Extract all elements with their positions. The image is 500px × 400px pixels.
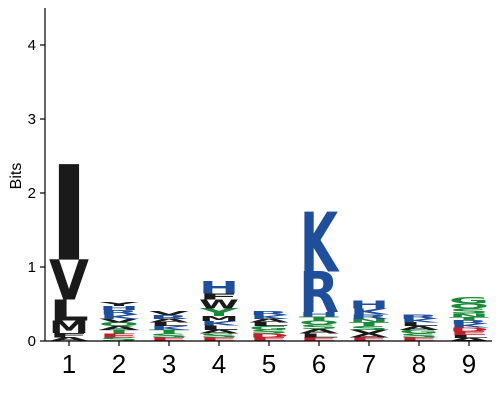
logo-letter-e: E — [299, 336, 339, 342]
logo-letter-q: Q — [99, 321, 139, 327]
logo-letter-r: R — [449, 319, 489, 325]
logo-letter-s: S — [399, 333, 439, 339]
logo-letter-l: L — [399, 322, 439, 328]
logo-letter-e: E — [399, 336, 439, 342]
logo-letter-v: V — [349, 329, 390, 335]
x-tick-label: 4 — [212, 349, 226, 379]
logo-letter-n: N — [349, 318, 389, 324]
logo-letter-k: K — [200, 320, 241, 327]
logo-letter-s: S — [249, 329, 289, 335]
logo-letter-g: G — [399, 329, 439, 335]
logo-letter-k: K — [400, 318, 441, 324]
y-axis-ticks: 0 1 2 3 4 — [28, 37, 45, 350]
logo-letter-s: S — [149, 333, 189, 339]
logo-letter-f: F — [49, 332, 89, 339]
x-tick-label: 3 — [162, 349, 176, 379]
logo-letter-g: G — [449, 295, 489, 306]
logo-letter-q: Q — [449, 302, 489, 310]
logo-letter-e: E — [249, 336, 289, 342]
y-tick-label: 0 — [28, 333, 36, 350]
logo-letter-h: H — [99, 305, 139, 311]
logo-letter-l: L — [249, 322, 289, 328]
logo-letter-s: S — [449, 307, 489, 315]
logo-letter-m: M — [49, 317, 89, 337]
logo-letter-h: H — [299, 311, 339, 318]
logo-letter-s: S — [99, 336, 139, 342]
x-tick-label: 5 — [262, 349, 276, 379]
logo-letter-a: A — [99, 325, 140, 331]
logo-letter-s: S — [299, 324, 339, 331]
logo-letter-a: A — [199, 329, 240, 335]
logo-letter-r: R — [399, 313, 439, 320]
logo-letter-a: A — [149, 318, 190, 324]
logo-letter-d: D — [449, 327, 489, 333]
logo-letter-k: K — [150, 325, 191, 331]
logo-letter-k: K — [100, 313, 141, 320]
x-tick-label: 6 — [312, 349, 326, 379]
logo-letter-a: A — [249, 318, 290, 324]
logo-letter-t: T — [299, 315, 340, 322]
logo-letter-t: T — [449, 316, 490, 321]
logo-letter-e: E — [99, 333, 139, 339]
logo-letter-a: A — [349, 333, 390, 339]
logo-letter-s: S — [199, 333, 239, 339]
logo-letter-a: A — [49, 336, 90, 342]
logo-letter-d: D — [249, 333, 289, 339]
logo-letter-l: L — [449, 334, 489, 339]
logo-letter-r: R — [249, 310, 289, 316]
logo-letter-f: F — [199, 292, 239, 302]
y-tick-label: 1 — [28, 259, 36, 276]
logo-letter-v: V — [99, 318, 140, 324]
y-axis-title: Bits — [8, 163, 25, 190]
logo-letter-e: E — [449, 330, 489, 336]
logo-letter-v: V — [149, 310, 190, 316]
logo-letter-r: R — [99, 309, 139, 316]
x-tick-label: 2 — [112, 349, 126, 379]
x-tick-label: 7 — [362, 349, 376, 379]
logo-letter-l: L — [199, 324, 239, 331]
logo-letter-m: M — [199, 314, 239, 322]
x-tick-label: 8 — [412, 349, 426, 379]
logo-letter-h: H — [349, 299, 389, 311]
logo-letter-s: S — [349, 325, 389, 331]
logo-letter-w: W — [199, 298, 239, 312]
logo-letter-i: I — [49, 139, 89, 291]
logo-letter-r: R — [349, 313, 389, 320]
logo-letter-r: R — [149, 314, 189, 320]
logo-letter-l: L — [149, 322, 189, 328]
logo-letter-t: T — [99, 329, 140, 335]
logo-letter-y: Y — [198, 307, 240, 319]
logo-letter-e: E — [149, 336, 189, 342]
y-tick-label: 2 — [28, 185, 36, 202]
y-tick-label: 3 — [28, 111, 36, 128]
logo-letter-a: A — [299, 328, 340, 335]
logo-letter-k: K — [250, 314, 291, 320]
logo-letter-t: T — [349, 321, 390, 327]
x-tick-label: 9 — [462, 349, 476, 379]
logo-letter-r: R — [299, 260, 339, 325]
logo-letter-y: Y — [98, 302, 139, 308]
logo-letter-k: K — [350, 307, 390, 316]
logo-letter-k: K — [300, 195, 340, 291]
logo-letter-h: H — [199, 278, 239, 298]
logo-letter-n: N — [449, 313, 489, 319]
x-axis-ticks: 1 2 3 4 5 6 7 8 9 — [62, 341, 476, 379]
y-tick-label: 4 — [28, 37, 36, 54]
logo-letter-l: L — [299, 333, 339, 339]
logo-letter-l: L — [49, 295, 89, 328]
logo-letter-a: A — [449, 337, 490, 342]
logo-letters: AFMLVISETAQVKRHYESTKLARVESALKMYWFHEDSGLA… — [49, 139, 491, 342]
x-tick-label: 1 — [62, 349, 76, 379]
logo-letter-k: K — [450, 323, 491, 329]
logo-letter-t: T — [149, 329, 190, 335]
logo-letter-q: Q — [299, 320, 339, 326]
logo-letter-a: A — [399, 325, 440, 331]
logo-letter-g: G — [249, 325, 289, 331]
logo-letter-e: E — [349, 336, 389, 342]
logo-letter-e: E — [199, 336, 239, 342]
logo-letter-v: V — [49, 249, 89, 313]
